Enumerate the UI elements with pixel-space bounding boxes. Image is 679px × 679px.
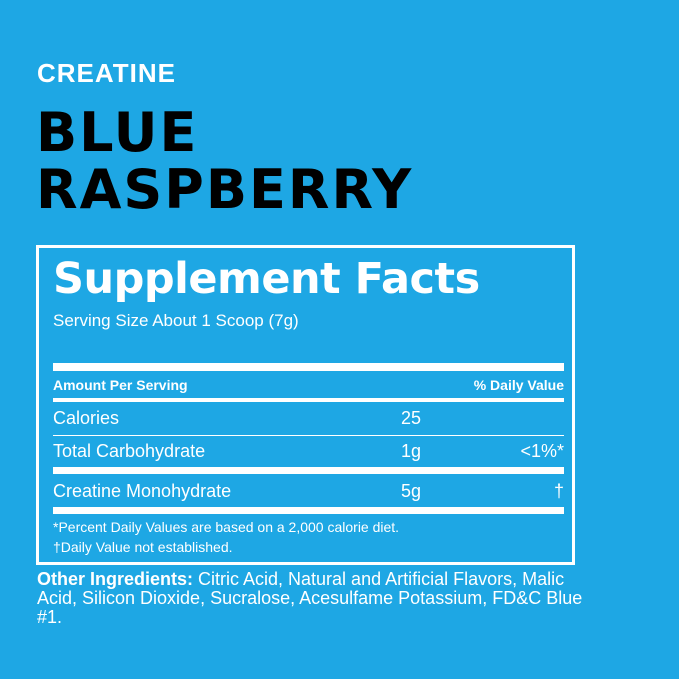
thick-divider xyxy=(53,467,564,474)
row-amount: 1g xyxy=(400,441,421,461)
row-dv: <1%* xyxy=(520,441,564,461)
footnote: *Percent Daily Values are based on a 2,0… xyxy=(53,519,400,535)
divider xyxy=(53,435,564,436)
flavor-line: RASPBERRY xyxy=(36,158,414,221)
row-dv: † xyxy=(553,481,564,501)
row-amount: 5g xyxy=(400,481,421,501)
thick-divider xyxy=(53,507,564,514)
amount-header: Amount Per Serving xyxy=(53,377,188,393)
flavor-line: BLUE xyxy=(36,101,199,164)
other-ingredients-label: Other Ingredients: xyxy=(37,569,194,589)
other-ingredients: Other Ingredients: Citric Acid, Natural … xyxy=(37,570,597,627)
row-name: Creatine Monohydrate xyxy=(53,481,232,501)
footnote: †Daily Value not established. xyxy=(53,539,233,555)
row-name: Total Carbohydrate xyxy=(53,441,206,461)
facts-title: Supplement Facts xyxy=(53,254,480,304)
other-ingredients-text: Citric Acid, Natural and Artificial Flav… xyxy=(37,569,583,627)
row-amount: 25 xyxy=(400,408,421,428)
divider xyxy=(53,398,564,402)
flavor-name: BLUE RASPBERRY xyxy=(36,104,413,218)
supplement-facts-panel: Supplement Facts Serving Size About 1 Sc… xyxy=(36,245,575,565)
row-name: Calories xyxy=(53,408,120,428)
thick-divider xyxy=(53,363,564,371)
dv-header: % Daily Value xyxy=(473,377,564,393)
category-label: CREATINE xyxy=(37,58,176,88)
serving-size: Serving Size About 1 Scoop (7g) xyxy=(53,311,299,330)
